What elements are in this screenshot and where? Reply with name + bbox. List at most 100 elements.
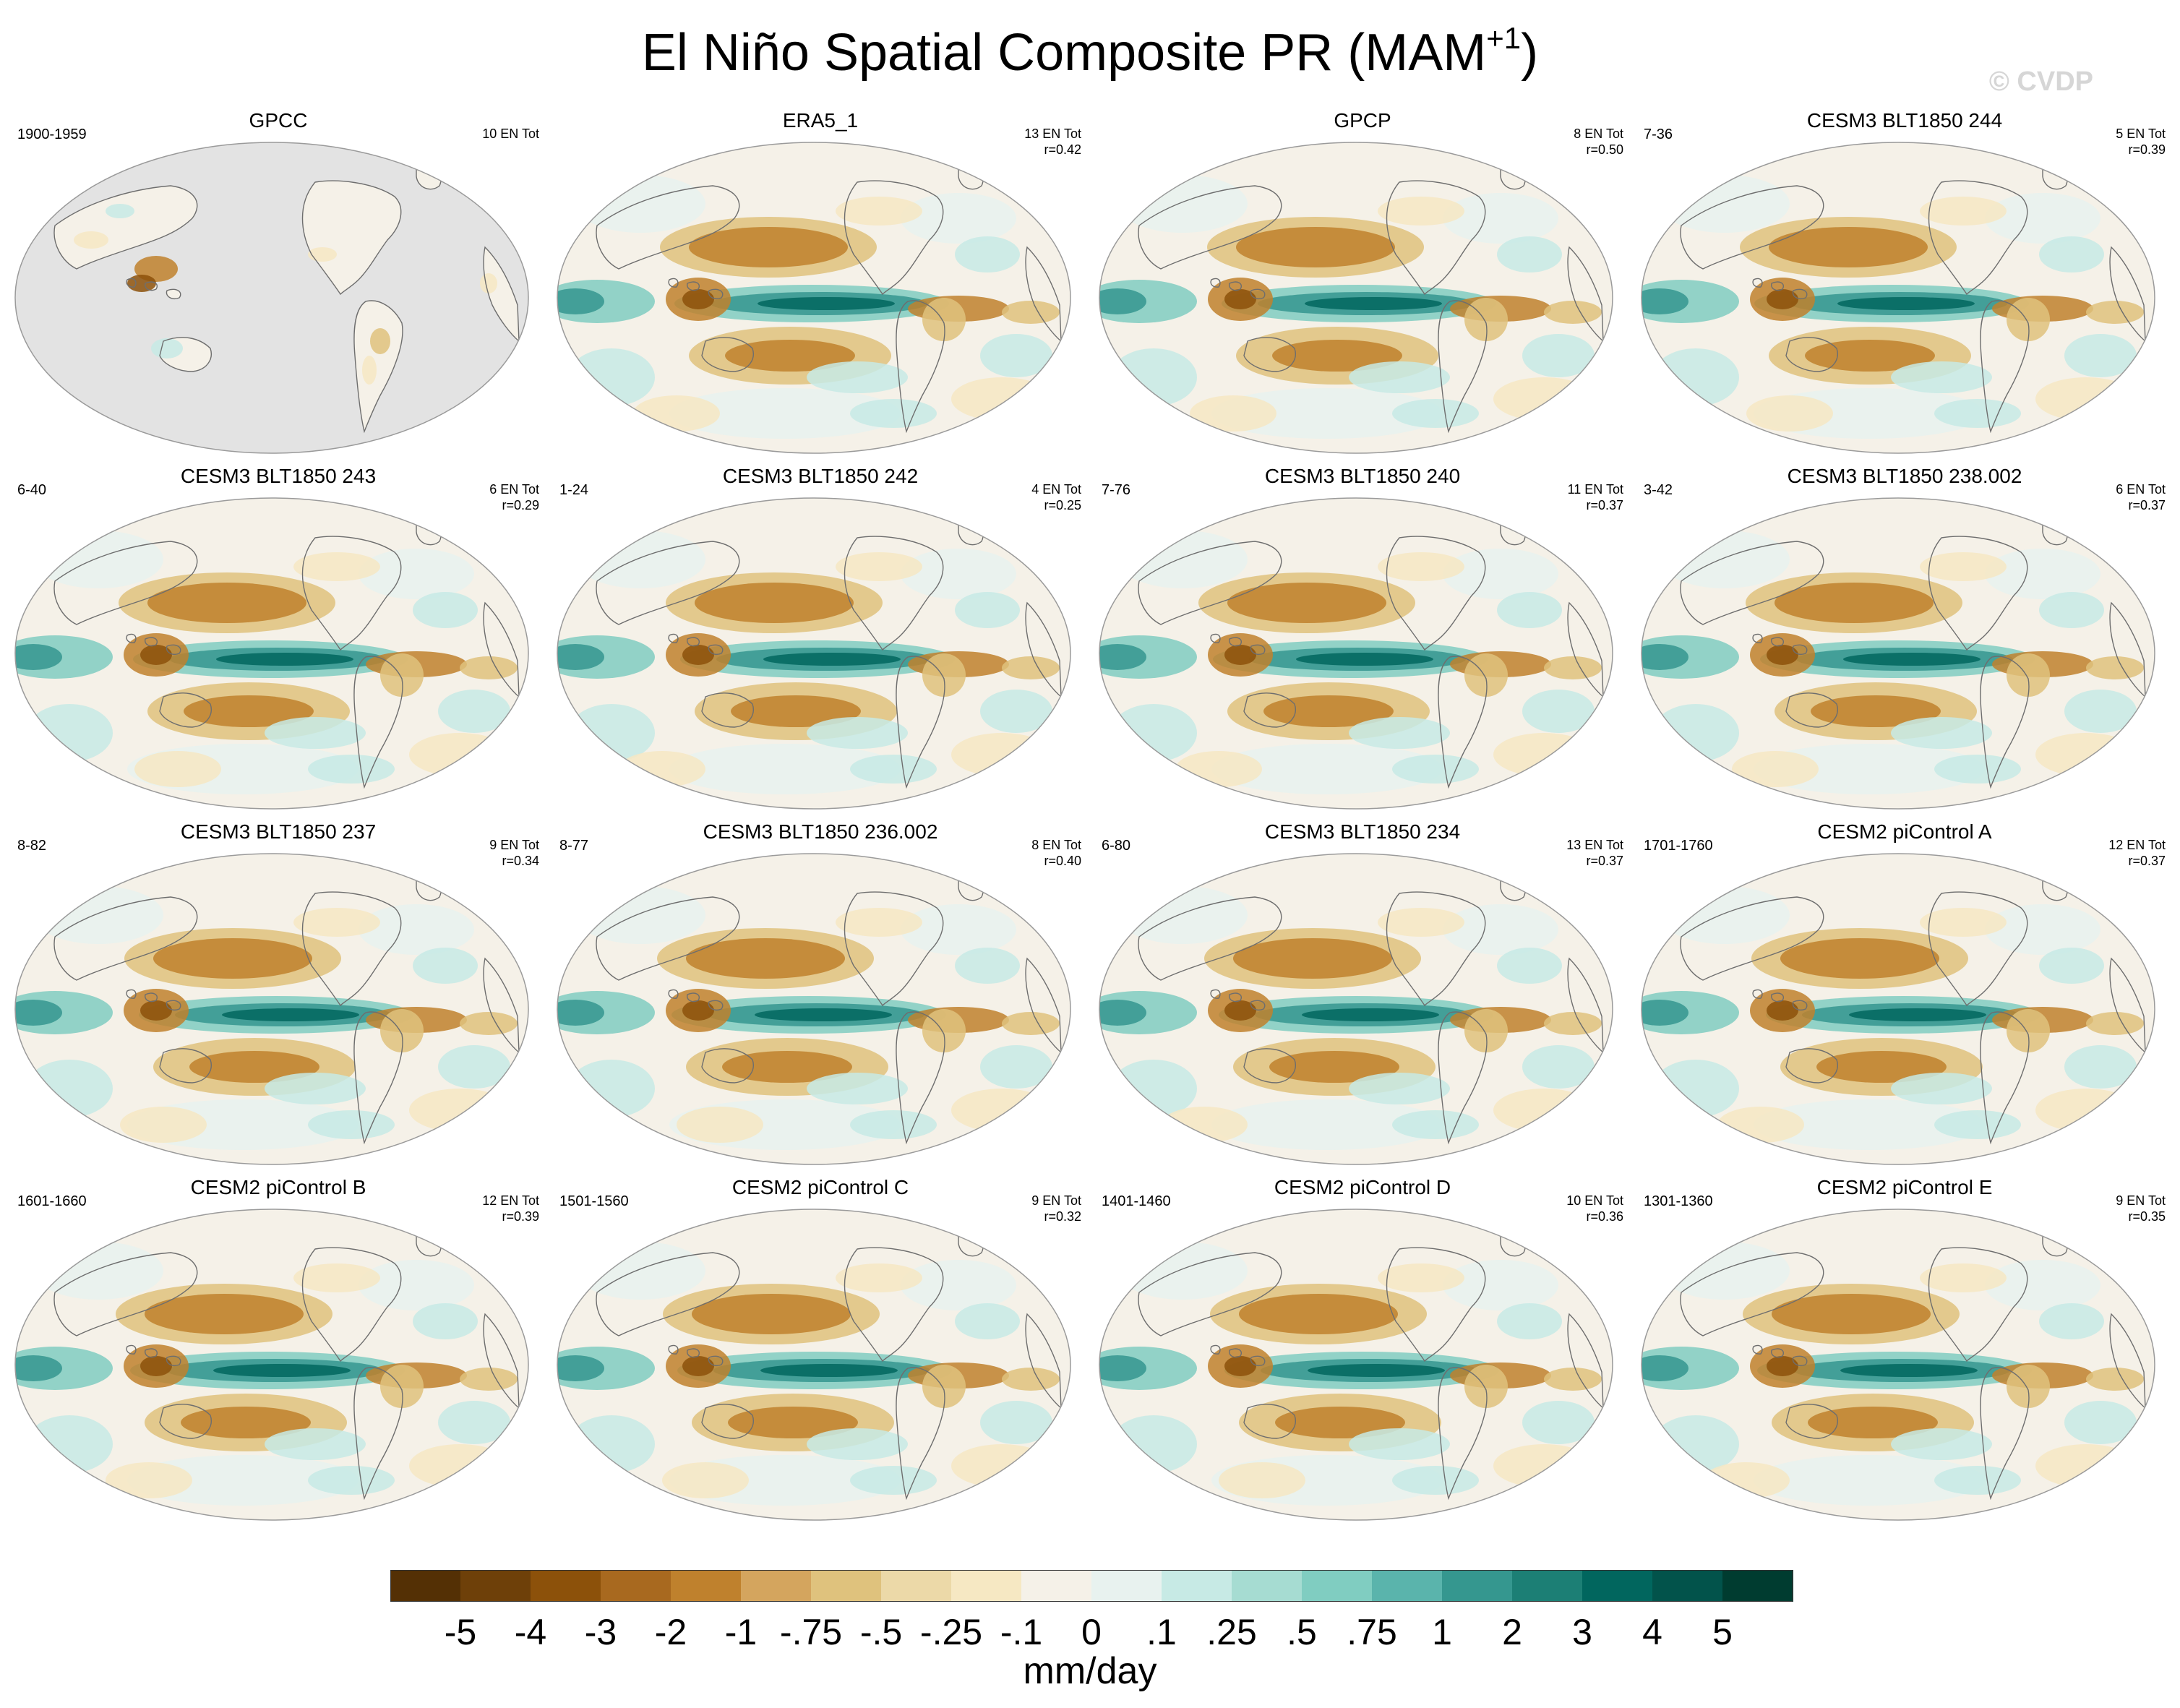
land-field [302,181,401,294]
coastline [2109,1313,2146,1409]
anomaly-blob [922,1365,966,1408]
map-panel: CESM3 BLT1850 238.002 3-42 6 EN Tot r=0.37 [1632,464,2177,818]
anomaly-blob [1263,695,1394,727]
coastline [896,1367,945,1501]
anomaly-blob [1717,1107,1804,1143]
coastline [596,896,740,981]
anomaly-blob [151,338,183,359]
coastline [353,1011,403,1145]
coastline [1792,644,1808,655]
anomaly-blob [460,1368,518,1391]
anomaly-blob [1522,334,1595,377]
pattern-correlation: r=0.35 [2128,1209,2166,1224]
map-panel: CESM2 piControl E 1301-1360 9 EN Tot r=0.35 [1632,1175,2177,1529]
panel-stats: 12 EN Tot r=0.39 [482,1193,539,1224]
panel-years: 1301-1360 [1644,1193,1713,1209]
panel-years: 1-24 [559,482,589,498]
colorbar-swatch [671,1570,742,1602]
map-panel: CESM3 BLT1850 236.002 8-77 8 EN Tot r=0.40 [548,820,1093,1174]
anomaly-blob [901,193,1016,244]
colorbar-swatch [460,1570,531,1602]
anomaly-blob [1703,1462,1790,1498]
map-panel: CESM2 piControl D 1401-1460 10 EN Tot r=0.3… [1090,1175,1635,1529]
anomaly-blob [2007,1365,2050,1408]
anomaly-blob [682,289,714,309]
anomaly-blob [222,1008,359,1021]
anomaly-blob [265,1073,366,1104]
panel-stats: 11 EN Tot r=0.37 [1568,481,1623,513]
pattern-correlation: r=0.37 [2128,854,2166,868]
panel-stats: 8 EN Tot r=0.50 [1574,126,1623,158]
anomaly-blob [1275,1407,1405,1438]
panel-years: 1601-1660 [17,1193,87,1209]
anomaly-blob [2086,1012,2144,1035]
event-count: 13 EN Tot [1566,838,1623,852]
anomaly-blob [1920,552,2007,581]
anomaly-blob [568,1060,655,1117]
coastline [1680,1252,1824,1336]
pattern-correlation: r=0.32 [1044,1209,1081,1224]
event-count: 6 EN Tot [489,482,539,497]
anomaly-blob [1443,193,1558,244]
coastline [1250,644,1266,655]
coastline [1210,989,1221,999]
anomaly-blob [1302,1008,1439,1021]
robinson-map [1641,1209,2155,1521]
anomaly-blob [1443,549,1558,599]
anomaly-blob [1219,1462,1305,1498]
coastline [1243,337,1296,372]
anomaly-blob [955,236,1020,272]
map-border [1641,142,2155,454]
anomaly-blob [1190,395,1276,432]
colorbar-swatch [390,1570,461,1602]
anomaly-blob [1493,1089,1595,1132]
colorbar-tick-label: -5 [444,1612,477,1652]
panel-title: CESM3 BLT1850 237 [180,820,377,843]
anomaly-blob [1443,904,1558,955]
panel-title: CESM2 piControl B [190,1176,366,1198]
panel-years: 1701-1760 [1644,838,1713,854]
anomaly-blob [1497,948,1562,984]
anomaly-blob [1891,1428,1992,1460]
coastline [1680,185,1824,270]
anomaly-blob [1493,733,1595,776]
anomaly-blob [2064,690,2137,733]
coastline [701,692,754,728]
coastline [145,1348,158,1358]
anomaly-blob [184,695,314,727]
anomaly-blob [293,1263,380,1292]
event-count: 10 EN Tot [482,126,539,141]
anomaly-blob [2086,656,2144,679]
anomaly-blob [568,348,655,406]
panel-years: 8-77 [559,838,589,854]
anomaly-blob [380,653,424,697]
panel-years: 8-82 [17,838,47,854]
colorbar-swatch [1162,1570,1232,1602]
anomaly-blob [1392,755,1479,784]
anomaly-blob [1780,938,1939,979]
anomaly-blob [293,908,380,937]
anomaly-blob [106,204,134,218]
panel-stats: 10 EN Tot r=0.36 [1566,1193,1623,1224]
land-field [166,289,181,299]
land-field [353,301,403,432]
anomaly-blob [213,1364,351,1377]
anomaly-blob [1110,348,1197,406]
anomaly-blob [1769,227,1928,267]
anomaly-blob [807,1073,908,1104]
robinson-map [14,142,529,454]
coastline [166,1000,181,1010]
figure-title: El Niño Spatial Composite PR (MAM+1) [641,21,1539,82]
pattern-correlation: r=0.37 [2128,498,2166,512]
event-count: 8 EN Tot [1031,838,1081,852]
anomaly-blob [1642,288,1688,314]
colorbar-tick-label: -.75 [779,1612,843,1652]
map-border [1641,853,2155,1165]
panel-stats: 8 EN Tot r=0.40 [1031,837,1081,869]
robinson-map [557,853,1071,1165]
anomaly-blob [140,1000,172,1021]
anomaly-blob [1544,1368,1602,1391]
coastline [1025,1313,1062,1409]
anomaly-blob [1652,704,1739,762]
anomaly-blob [2064,1401,2137,1444]
